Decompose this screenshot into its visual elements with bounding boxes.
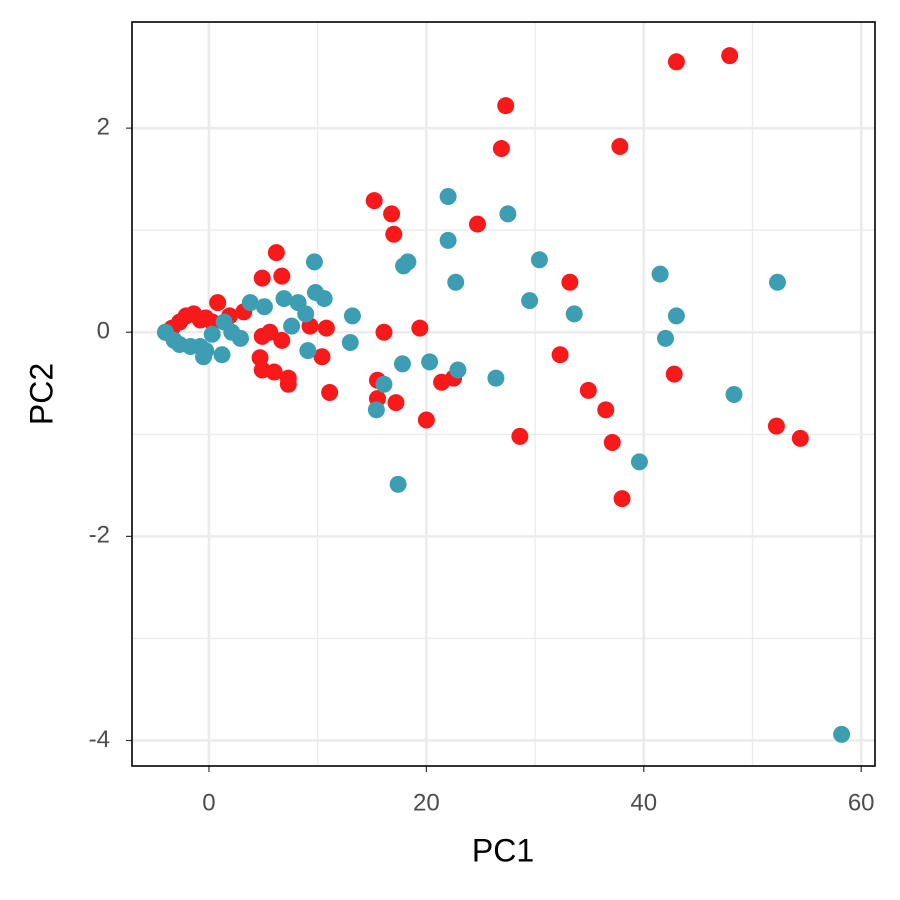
- point: [299, 342, 317, 360]
- point: [267, 244, 285, 262]
- point: [213, 346, 231, 364]
- point: [417, 411, 435, 429]
- point: [253, 269, 271, 287]
- point: [389, 475, 407, 493]
- point: [630, 453, 648, 471]
- point: [597, 401, 615, 419]
- point: [487, 369, 505, 387]
- y-tick-label: 0: [97, 318, 110, 345]
- y-tick-label: 2: [97, 113, 110, 140]
- y-axis-title: PC2: [23, 363, 59, 425]
- point: [265, 363, 283, 381]
- point: [492, 140, 510, 158]
- point: [273, 331, 291, 349]
- point: [399, 253, 417, 271]
- point: [197, 342, 215, 360]
- point: [341, 333, 359, 351]
- point: [365, 192, 383, 210]
- point: [321, 383, 339, 401]
- point: [275, 290, 293, 308]
- point: [279, 375, 297, 393]
- point: [565, 305, 583, 323]
- point: [317, 319, 335, 337]
- point: [665, 365, 683, 383]
- y-tick-label: -2: [89, 522, 110, 549]
- point: [613, 490, 631, 508]
- point: [411, 319, 429, 337]
- y-tick-label: -4: [89, 726, 110, 753]
- point: [791, 429, 809, 447]
- point: [203, 325, 221, 343]
- point: [383, 205, 401, 223]
- panel-border: [131, 21, 876, 767]
- point: [231, 329, 249, 347]
- point: [439, 188, 457, 206]
- point: [439, 231, 457, 249]
- point: [721, 47, 739, 65]
- point: [375, 323, 393, 341]
- point: [499, 205, 517, 223]
- point: [530, 251, 548, 269]
- point: [611, 138, 629, 156]
- point: [297, 305, 315, 323]
- point: [667, 307, 685, 325]
- point: [283, 317, 301, 335]
- point: [421, 353, 439, 371]
- point: [449, 361, 467, 379]
- point: [385, 225, 403, 243]
- point: [468, 215, 486, 233]
- x-tick-label: 0: [202, 789, 215, 816]
- point: [833, 725, 851, 743]
- point: [551, 346, 569, 364]
- point: [305, 253, 323, 271]
- point: [667, 53, 685, 71]
- point: [313, 348, 331, 366]
- point: [511, 427, 529, 445]
- point: [343, 307, 361, 325]
- point: [367, 401, 385, 419]
- point: [387, 394, 405, 412]
- point: [497, 97, 515, 115]
- point: [203, 313, 221, 331]
- point: [393, 355, 411, 373]
- point: [579, 381, 597, 399]
- point: [725, 386, 743, 404]
- point: [767, 417, 785, 435]
- point: [261, 323, 279, 341]
- point: [273, 267, 291, 285]
- point: [603, 433, 621, 451]
- point: [209, 294, 227, 312]
- point: [375, 375, 393, 393]
- point: [447, 273, 465, 291]
- point: [561, 273, 579, 291]
- point: [255, 298, 273, 316]
- x-tick-label: 60: [848, 789, 875, 816]
- point: [241, 294, 259, 312]
- point: [657, 329, 675, 347]
- x-axis-title: PC1: [472, 832, 534, 868]
- x-tick-label: 20: [413, 789, 440, 816]
- point: [315, 290, 333, 308]
- point: [768, 273, 786, 291]
- point: [521, 292, 539, 310]
- x-tick-label: 40: [630, 789, 657, 816]
- point: [651, 265, 669, 283]
